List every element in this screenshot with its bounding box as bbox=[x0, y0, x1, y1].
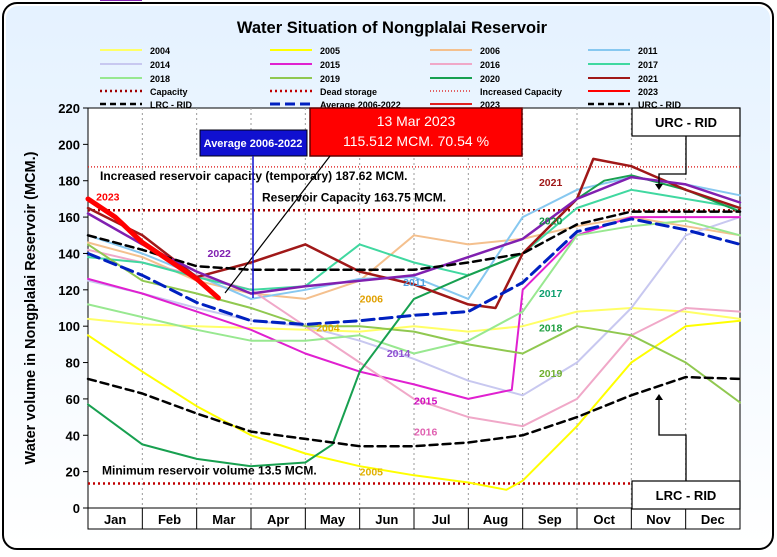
current-status-box bbox=[309, 107, 523, 157]
x-tick-label: Dec bbox=[701, 512, 725, 527]
callout-line bbox=[224, 155, 331, 294]
series-label: 2022 bbox=[208, 248, 232, 260]
series-label: 2004 bbox=[316, 323, 340, 335]
x-tick-label: Feb bbox=[158, 512, 181, 527]
series-label: 2006 bbox=[360, 294, 384, 306]
series-line bbox=[87, 174, 741, 468]
y-tick-label: 200 bbox=[58, 137, 80, 152]
legend-label: 2014 bbox=[150, 60, 170, 70]
legend-label: 2006 bbox=[480, 46, 500, 56]
series-label: 2005 bbox=[360, 466, 384, 478]
x-tick-label: Oct bbox=[593, 512, 615, 527]
legend-label: Increased Capacity bbox=[480, 87, 562, 97]
series-line bbox=[86, 210, 742, 272]
legend-label: 2021 bbox=[638, 74, 658, 84]
series-label: 2011 bbox=[403, 277, 426, 289]
series-label: 2020 bbox=[539, 215, 563, 227]
chart-title: Water Situation of Nongplalai Reservoir bbox=[237, 19, 548, 37]
legend-label: Dead storage bbox=[320, 87, 377, 97]
x-tick-label: Apr bbox=[267, 512, 289, 527]
lrc-pointer bbox=[658, 400, 687, 481]
legend-label: 2017 bbox=[638, 60, 658, 70]
axes: 0 20 40 60 80 100 120 140 160 180 200 220 Jan Feb Mar A… bbox=[58, 101, 741, 530]
y-tick-label: 80 bbox=[66, 356, 80, 371]
legend-label: URC - RID bbox=[638, 100, 681, 110]
urc-box bbox=[631, 107, 741, 137]
series-lines bbox=[85, 157, 742, 491]
x-tick-label: Jun bbox=[375, 512, 398, 527]
urc-arrowhead bbox=[655, 184, 663, 190]
series-label: 2014 bbox=[387, 348, 411, 360]
urc-box-label: URC - RID bbox=[655, 115, 717, 130]
legend-label: 2018 bbox=[150, 74, 170, 84]
reference-line-label: Reservoir Capacity 163.75 MCM. bbox=[262, 190, 446, 204]
series-label: 2021 bbox=[539, 177, 563, 189]
annotations: 13 Mar 2023 115.512 MCM. 70.54 % Average 2… bbox=[199, 107, 741, 510]
legend-label: 2005 bbox=[320, 46, 340, 56]
legend-label: 2015 bbox=[320, 60, 340, 70]
legend-label: 2011 bbox=[638, 46, 658, 56]
x-tick-label: Jan bbox=[104, 512, 126, 527]
average-label-box bbox=[199, 129, 308, 157]
y-axis-title: Water volume in Nongplalai Reservoir (MC… bbox=[23, 151, 39, 464]
x-tick-label: Aug bbox=[483, 512, 508, 527]
series-line bbox=[85, 196, 221, 301]
legend-label: 2023 bbox=[480, 100, 500, 110]
x-tick-label: May bbox=[320, 512, 346, 527]
x-tick-label: Nov bbox=[646, 512, 671, 527]
x-tick-label: Mar bbox=[212, 512, 235, 527]
series-line bbox=[86, 175, 742, 295]
y-tick-label: 20 bbox=[66, 465, 80, 480]
y-tick-label: 140 bbox=[58, 246, 80, 261]
y-tick-label: 100 bbox=[58, 319, 80, 334]
legend-label: 2004 bbox=[150, 46, 170, 56]
series-line bbox=[87, 216, 741, 397]
legend: 2004 2005 2006 2011 2014 2015 2016 2017 2018 2019… bbox=[100, 0, 681, 110]
urc-pointer bbox=[658, 136, 687, 184]
legend-label: 2023 bbox=[150, 0, 170, 2]
y-tick-label: 120 bbox=[58, 283, 80, 298]
legend-label: 2019 bbox=[320, 74, 340, 84]
x-tick-label: Sep bbox=[538, 512, 562, 527]
series-line bbox=[86, 217, 742, 326]
series-line bbox=[87, 243, 741, 404]
y-tick-label: 60 bbox=[66, 392, 80, 407]
legend-label: 2016 bbox=[480, 60, 500, 70]
lrc-box-label: LRC - RID bbox=[656, 488, 717, 503]
average-label-text: Average 2006-2022 bbox=[204, 138, 303, 150]
y-tick-label: 160 bbox=[58, 210, 80, 225]
y-tick-label: 220 bbox=[58, 101, 80, 116]
series-label: 2015 bbox=[414, 395, 438, 407]
series-line bbox=[87, 219, 741, 355]
series-label: 2016 bbox=[414, 426, 438, 438]
legend-label: 2023 bbox=[638, 87, 658, 97]
x-tick-label: Jul bbox=[432, 512, 451, 527]
legend-label: Capacity bbox=[150, 87, 188, 97]
series-label: 2018 bbox=[539, 323, 563, 335]
series-label: 2023 bbox=[96, 192, 120, 204]
series-label: 2017 bbox=[539, 288, 563, 300]
lrc-arrowhead bbox=[655, 394, 663, 400]
series-labels: 2004 2005 2006 2011 2014 2015 2016 2017 2018 2019… bbox=[96, 177, 562, 478]
y-tick-label: 180 bbox=[58, 174, 80, 189]
reference-line-label: Minimum reservoir volume 13.5 MCM. bbox=[102, 463, 317, 477]
legend-label: Average 2006-2022 bbox=[320, 100, 401, 110]
current-date-label: 13 Mar 2023 bbox=[377, 113, 456, 129]
series-line bbox=[86, 157, 742, 310]
series-line bbox=[86, 375, 742, 448]
series-line bbox=[87, 319, 741, 491]
legend-label: LRC - RID bbox=[150, 100, 192, 110]
y-tick-label: 0 bbox=[73, 501, 80, 516]
current-volume-label: 115.512 MCM. 70.54 % bbox=[343, 133, 489, 149]
legend-label: 2020 bbox=[480, 74, 500, 84]
y-tick-label: 40 bbox=[66, 428, 80, 443]
series-label: 2019 bbox=[539, 368, 563, 380]
